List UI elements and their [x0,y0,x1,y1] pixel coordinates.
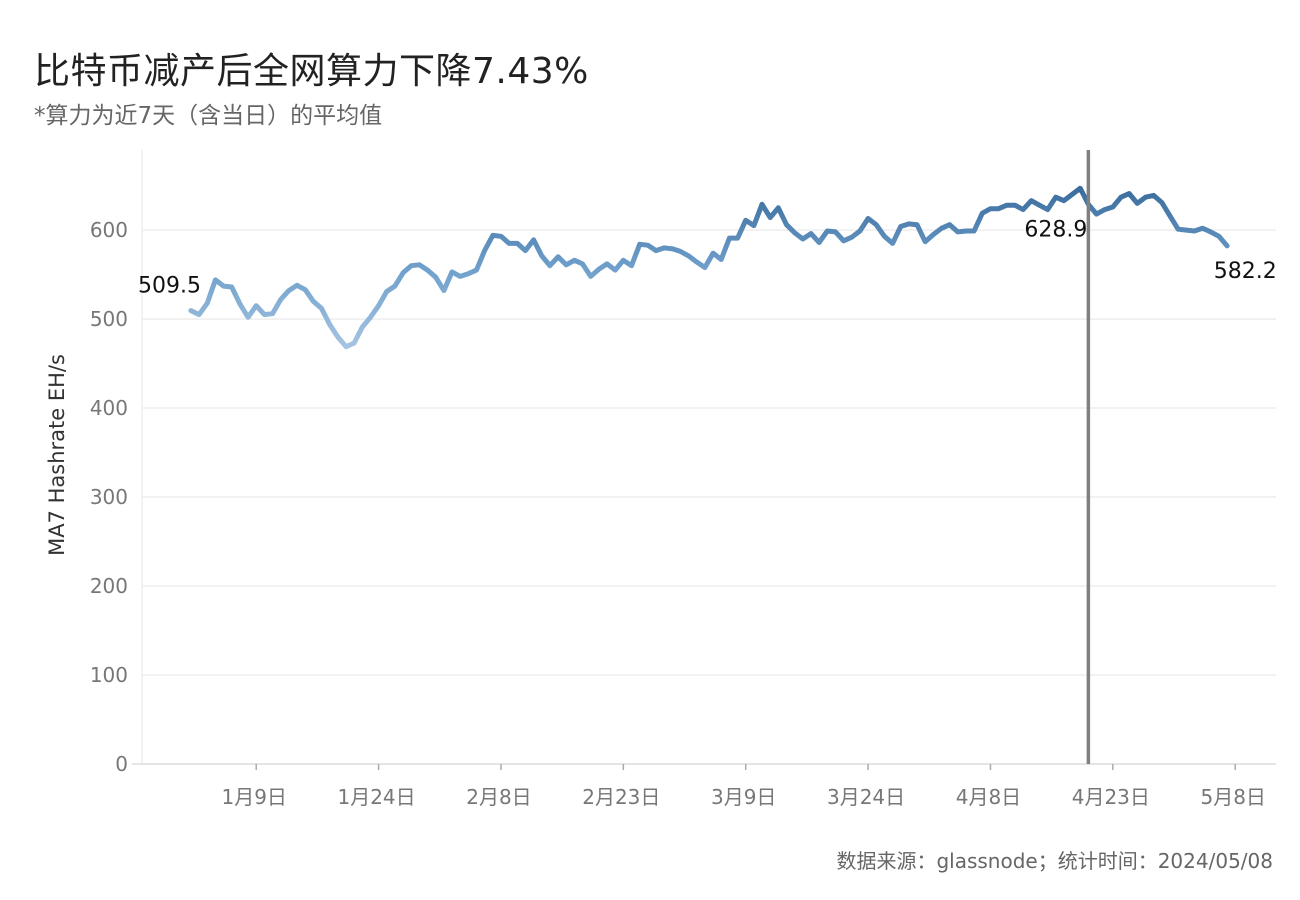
y-tick-label: 0 [115,752,128,776]
y-tick-label: 100 [90,663,128,687]
x-tick-label: 4月8日 [956,785,1021,809]
x-tick-label: 4月23日 [1072,785,1150,809]
y-tick-label: 500 [90,307,128,331]
grid-layer [142,229,1276,765]
annotation-layer: 509.5 628.9 582.2 [138,150,1277,764]
data-label: 582.2 [1214,259,1277,284]
y-axis-title: MA7 Hashrate EH/s [45,354,69,556]
x-tick-label: 5月8日 [1200,785,1265,809]
x-tick-label: 2月8日 [466,785,531,809]
y-tick-label: 400 [90,396,128,420]
data-label: 509.5 [138,274,201,299]
x-tick-label: 1月24日 [337,785,415,809]
data-source-note: 数据来源：glassnode；统计时间：2024/05/08 [836,849,1273,873]
series-layer [188,185,1230,350]
x-tick-label: 2月23日 [582,785,660,809]
chart-subtitle: *算力为近7天（含当日）的平均值 [34,103,383,129]
y-tick-label: 200 [90,574,128,598]
x-tick-label: 3月24日 [827,785,905,809]
x-tick-label: 1月9日 [221,785,286,809]
y-tick-label: 300 [90,485,128,509]
x-tick-label: 3月9日 [711,785,776,809]
data-label: 628.9 [1024,217,1087,242]
y-tick-label: 600 [90,218,128,242]
chart-title: 比特币减产后全网算力下降7.43% [34,51,589,92]
series-line [188,185,1230,350]
axis-layer: 0 100 200 300 400 500 600 1月9日 1月24日 2月8日 2月23日 3月9… [90,150,1276,809]
